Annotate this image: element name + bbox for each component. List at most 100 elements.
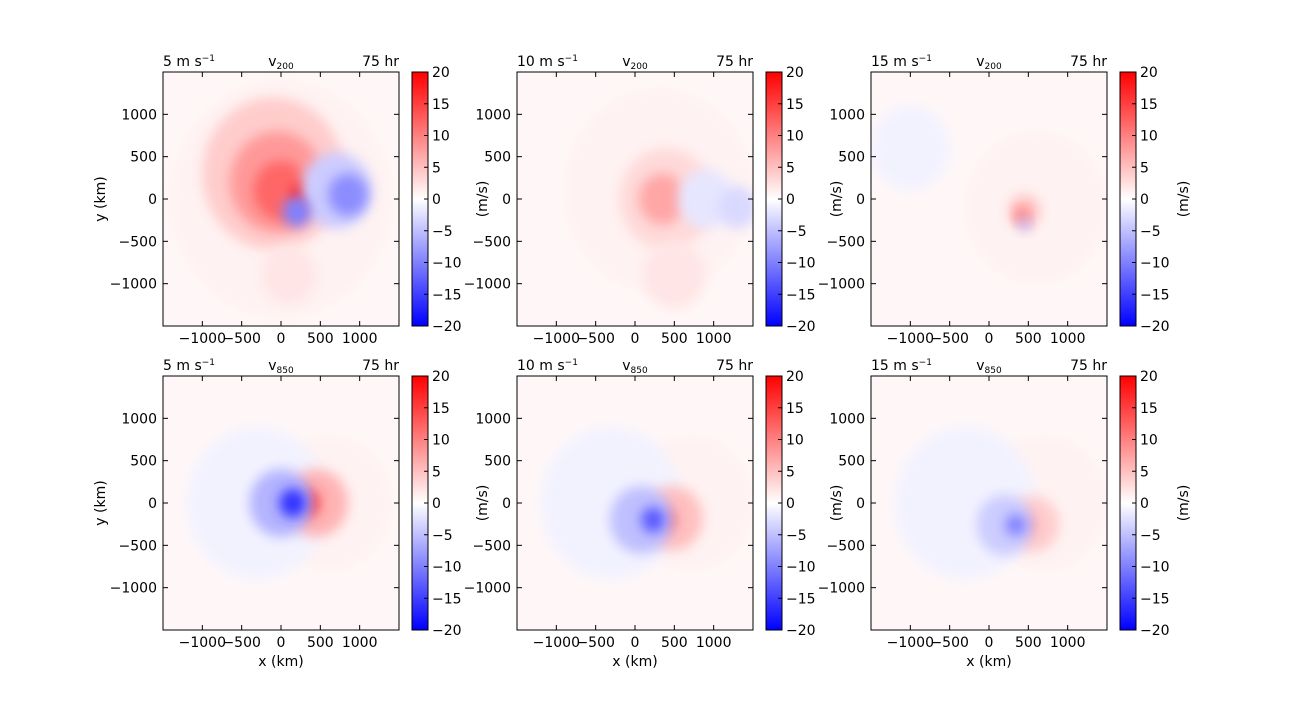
heatmap-field xyxy=(170,80,392,318)
y-tick-label: 1000 xyxy=(121,411,157,427)
x-tick-label: −1000 xyxy=(179,635,226,651)
colorbar-tick-label: 10 xyxy=(1140,129,1158,145)
x-tick-label: 1000 xyxy=(1050,331,1086,347)
colorbar-tick-label: −10 xyxy=(1140,256,1170,272)
shear-exponent: −1 xyxy=(919,358,932,368)
colorbar-tick-label: 5 xyxy=(432,464,441,480)
shear-label: 10 m s−1 xyxy=(517,54,578,70)
time-label: 75 hr xyxy=(362,54,399,70)
colorbar-tick-label: 10 xyxy=(786,129,804,145)
x-tick-label: −500 xyxy=(930,331,968,347)
heatmap-field xyxy=(894,426,1107,580)
x-tick-label: 1000 xyxy=(696,331,732,347)
x-tick-label: −500 xyxy=(930,635,968,651)
x-tick-label: −1000 xyxy=(179,331,226,347)
y-tick-label: 1000 xyxy=(475,411,511,427)
colorbar-tick-label: −5 xyxy=(786,528,807,544)
colorbar-tick-label: −10 xyxy=(1140,560,1170,576)
heatmap-field xyxy=(871,105,1107,284)
colorbar: 20 15 10 5 0 −5 −10 −15 −20 (m/s) (m/s) xyxy=(829,369,1192,639)
time-label: 75 hr xyxy=(1070,358,1107,374)
shear-label: 10 m s−1 xyxy=(517,358,578,374)
heatmap-field xyxy=(540,426,753,580)
colorbar-tick-label: −10 xyxy=(786,560,816,576)
variable-label: v200 xyxy=(268,54,294,72)
shear-exponent: −1 xyxy=(202,358,215,368)
colorbar-tick-label: 5 xyxy=(1140,464,1149,480)
colorbar-tick-label: 0 xyxy=(432,192,441,208)
shear-label: 5 m s−1 xyxy=(163,54,215,70)
colorbar-tick-label: 10 xyxy=(786,433,804,449)
colorbar-tick-label: −20 xyxy=(786,319,816,335)
colorbar-tick-label: −5 xyxy=(1140,224,1161,240)
x-tick-label: 500 xyxy=(307,635,334,651)
colorbar-tick-label: −10 xyxy=(786,256,816,272)
heatmap-field xyxy=(564,88,753,310)
colorbar-tick-label: 20 xyxy=(1140,369,1158,385)
y-tick-label: 500 xyxy=(484,150,511,166)
colorbar-tick-label: −15 xyxy=(1140,591,1170,607)
x-tick-label: −1000 xyxy=(533,331,580,347)
colorbar: 20 15 10 5 0 −5 −10 −15 −20 (m/s) (m/s) xyxy=(829,65,1192,335)
y-tick-label: −1000 xyxy=(110,581,157,597)
heatmap-cell xyxy=(976,494,1034,556)
colorbar-tick-label: 20 xyxy=(432,65,450,81)
y-axis-label: y (km) xyxy=(93,176,109,221)
colorbar-tick-label: 15 xyxy=(786,97,804,113)
colorbar-tick-label: 0 xyxy=(1140,192,1149,208)
y-tick-label: −1000 xyxy=(110,277,157,293)
shear-label: 15 m s−1 xyxy=(871,54,932,70)
y-tick-label: 500 xyxy=(130,150,157,166)
x-axis-label: x (km) xyxy=(966,654,1011,670)
x-tick-label: −500 xyxy=(222,331,260,347)
colorbar-tick-label: 10 xyxy=(1140,433,1158,449)
y-tick-label: −500 xyxy=(827,538,865,554)
colorbar-tick-label: 15 xyxy=(1140,97,1158,113)
variable-label: v850 xyxy=(976,358,1002,376)
level-subscript: 200 xyxy=(277,62,294,72)
colorbar-tick-label: −20 xyxy=(1140,319,1170,335)
heatmap-field xyxy=(186,426,392,580)
colorbar: 20 15 10 5 0 −5 −10 −15 −20 (m/s) xyxy=(475,65,816,335)
time-label: 75 hr xyxy=(1070,54,1107,70)
colorbar: 20 15 10 5 0 −5 −10 −15 −20 xyxy=(411,65,462,335)
time-label: 75 hr xyxy=(716,358,753,374)
y-tick-label: 0 xyxy=(148,192,157,208)
colorbar: 20 15 10 5 0 −5 −10 −15 −20 xyxy=(411,369,462,639)
colorbar-tick-label: 5 xyxy=(786,160,795,176)
x-tick-label: −1000 xyxy=(887,635,934,651)
x-tick-label: −1000 xyxy=(533,635,580,651)
x-tick-label: 500 xyxy=(661,635,688,651)
y-tick-label: −1000 xyxy=(818,277,865,293)
shear-exponent: −1 xyxy=(565,54,578,64)
colorbar-tick-label: −5 xyxy=(786,224,807,240)
heatmap-cell xyxy=(717,186,753,229)
y-tick-label: −500 xyxy=(119,538,157,554)
colorbar-tick-label: 0 xyxy=(1140,496,1149,512)
colorbar-tick-label: 5 xyxy=(1140,160,1149,176)
time-label: 75 hr xyxy=(716,54,753,70)
shear-exponent: −1 xyxy=(565,358,578,368)
colorbar-tick-label: −20 xyxy=(432,319,462,335)
heatmap-cell xyxy=(1005,514,1026,537)
y-tick-label: −500 xyxy=(827,234,865,250)
y-tick-label: 500 xyxy=(130,454,157,470)
colorbar-tick-label: 0 xyxy=(786,496,795,512)
colorbar-tick-label: −10 xyxy=(432,560,462,576)
y-tick-label: 1000 xyxy=(475,107,511,123)
level-subscript: 200 xyxy=(985,62,1002,72)
y-tick-label: −500 xyxy=(119,234,157,250)
colorbar-tick-label: −5 xyxy=(432,528,453,544)
level-subscript: 850 xyxy=(631,366,648,376)
variable-label: v850 xyxy=(268,358,294,376)
y-tick-label: 500 xyxy=(838,150,865,166)
y-tick-label: 0 xyxy=(856,192,865,208)
x-tick-label: 1000 xyxy=(1050,635,1086,651)
y-tick-label: 1000 xyxy=(829,107,865,123)
heatmap-cell xyxy=(328,173,368,216)
colorbar-tick-label: 5 xyxy=(786,464,795,480)
